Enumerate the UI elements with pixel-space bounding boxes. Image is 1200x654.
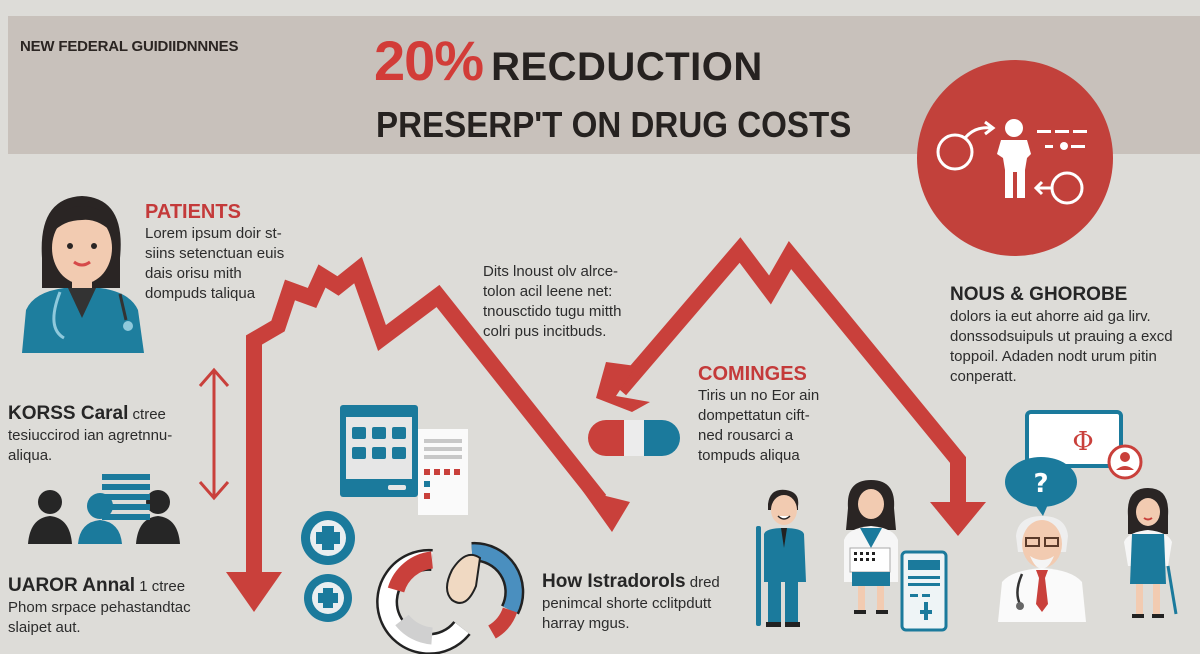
center-note: Dits lnoust olv alrce- tolon acil leene … <box>483 262 683 342</box>
nous-title: NOUS & GHOROBE <box>950 284 1128 305</box>
screen-phi-icon: Φ <box>1025 410 1143 480</box>
question-bubble-icon: ? <box>1005 457 1077 516</box>
korss-title-suffix: ctree <box>132 406 166 423</box>
korss-line: aliqua. <box>8 447 53 464</box>
korss-line: tesiuccirod ian agretnnu- <box>8 427 173 444</box>
headline: 20% RECDUCTION <box>374 28 763 93</box>
senior-doctor-figure <box>998 516 1086 622</box>
cominges-line: Tiris un no Eor ain <box>698 387 820 404</box>
svg-text:?: ? <box>1033 469 1048 499</box>
how-line: penimcal shorte cclitpdutt <box>542 595 712 612</box>
svg-text:Φ: Φ <box>1072 427 1093 457</box>
patients-line: dais orisu mith <box>145 265 242 282</box>
patients-title: PATIENTS <box>145 201 241 223</box>
cominges-line: ned rousarci a <box>698 427 794 444</box>
center-note-line: tolon acil leene net: <box>483 283 613 300</box>
medical-plus-icon <box>301 511 355 622</box>
cominges-line: tompuds aliqua <box>698 447 800 464</box>
lifebuoy-hands-icon <box>376 541 525 654</box>
cominges-title: COMINGES <box>698 363 807 385</box>
nurse-avatar <box>22 196 144 353</box>
how-section: How Istradorols dred penimcal shorte ccl… <box>542 570 782 634</box>
center-note-line: tnousctido tugu mitth <box>483 303 622 320</box>
how-title-suffix: dred <box>689 574 720 591</box>
patients-line: Lorem ipsum doir st- <box>145 225 282 242</box>
nous-line: donssodsuipuls ut prauing a excd <box>950 328 1173 345</box>
prescription-document-icon <box>900 550 948 632</box>
how-title: How Istradorols <box>542 571 686 592</box>
center-note-line: colri pus incitbuds. <box>483 323 607 340</box>
nous-line: toppoil. Adaden nodt urum pitin <box>950 348 1157 365</box>
subheadline: PRESERP'T ON DRUG COSTS <box>376 104 852 145</box>
uaror-title-suffix: 1 ctree <box>139 578 186 595</box>
nous-section: NOUS & GHOROBE dolors ia eut ahorre aid … <box>950 283 1200 387</box>
patients-line: dompuds taliqua <box>145 285 256 302</box>
uaror-line: slaipet aut. <box>8 619 81 636</box>
headline-percent: 20% <box>374 29 484 92</box>
patients-section: PATIENTS Lorem ipsum doir st- siins sete… <box>145 200 345 304</box>
how-line: harray mgus. <box>542 615 630 632</box>
headline-word: RECDUCTION <box>491 45 763 89</box>
korss-title: KORSS Caral <box>8 403 129 424</box>
uaror-section: UAROR Annal 1 ctree Phom srpace pehastan… <box>8 574 238 638</box>
nous-line: conperatt. <box>950 368 1017 385</box>
uaror-title: UAROR Annal <box>8 575 136 596</box>
cominges-line: dompettatun cift- <box>698 407 810 424</box>
nous-line: dolors ia eut ahorre aid ga lirv. <box>950 308 1151 325</box>
pill-icon <box>588 420 680 456</box>
tablet-calendar-icon <box>340 405 468 515</box>
kicker-text: NEW FEDERAL GUIDIIDNNNES <box>20 38 239 55</box>
doctor-woman-figure <box>844 480 898 614</box>
businessman-figure <box>756 489 806 627</box>
woman-figure <box>1124 488 1178 618</box>
person-exchange-icon <box>936 119 1087 205</box>
cominges-section: COMINGES Tiris un no Eor ain dompettatun… <box>698 362 848 466</box>
center-note-line: Dits lnoust olv alrce- <box>483 263 619 280</box>
korss-section: KORSS Caral ctree tesiuccirod ian agretn… <box>8 402 208 466</box>
patients-line: siins setenctuan euis <box>145 245 285 262</box>
uaror-line: Phom srpace pehastandtac <box>8 599 191 616</box>
group-chat-icon <box>28 474 180 544</box>
